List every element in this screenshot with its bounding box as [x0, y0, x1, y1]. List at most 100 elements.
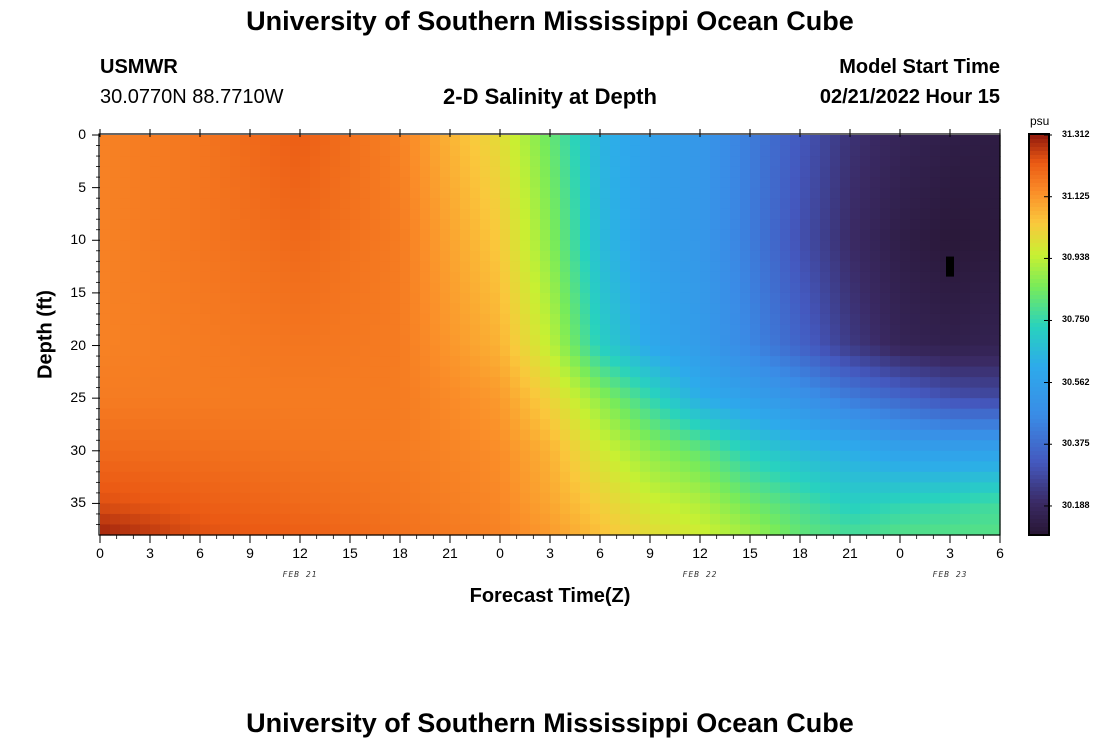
colorbar-swatch: [1030, 271, 1048, 276]
heatmap-cell: [450, 503, 461, 515]
heatmap-cell: [970, 313, 981, 326]
heatmap-cell: [310, 208, 321, 220]
heatmap-cell: [750, 240, 761, 252]
heatmap-cell: [690, 387, 701, 399]
heatmap-cell: [900, 503, 911, 515]
heatmap-cell: [660, 429, 671, 441]
heatmap-cell: [730, 429, 741, 441]
heatmap-cell: [860, 419, 871, 431]
heatmap-cell: [990, 429, 1001, 441]
heatmap-cell: [640, 471, 651, 483]
heatmap-cell: [790, 229, 801, 241]
heatmap-cell: [400, 187, 411, 199]
heatmap-cell: [820, 324, 831, 336]
heatmap-cell: [790, 377, 801, 389]
heatmap-cell: [850, 229, 861, 241]
heatmap-cell: [240, 156, 251, 168]
heatmap-cell: [450, 461, 461, 473]
heatmap-cell: [170, 377, 181, 389]
heatmap-cell: [340, 513, 351, 526]
heatmap-cell: [440, 345, 451, 357]
heatmap-cell: [480, 229, 491, 241]
heatmap-cell: [510, 461, 521, 473]
heatmap-cell: [290, 187, 301, 199]
heatmap-cell: [330, 524, 341, 536]
heatmap-cell: [280, 398, 291, 410]
heatmap-cell: [400, 377, 411, 389]
heatmap-cell: [650, 408, 661, 420]
heatmap-cell: [360, 250, 371, 262]
heatmap-cell: [350, 271, 361, 283]
heatmap-cell: [470, 503, 481, 515]
heatmap-cell: [840, 356, 851, 368]
heatmap-cell: [900, 303, 911, 315]
heatmap-cell: [250, 398, 261, 410]
heatmap-cell: [860, 292, 871, 305]
heatmap-cell: [600, 166, 611, 178]
colorbar-swatch: [1030, 391, 1048, 396]
heatmap-cell: [250, 313, 261, 326]
heatmap-cell: [930, 408, 941, 420]
heatmap-cell: [760, 440, 771, 452]
heatmap-cell: [810, 503, 821, 515]
heatmap-cell: [360, 282, 371, 294]
heatmap-cell: [420, 198, 431, 210]
heatmap-cell: [990, 261, 1001, 273]
heatmap-cell: [440, 524, 451, 536]
heatmap-cell: [750, 198, 761, 210]
heatmap-cell: [700, 271, 711, 283]
heatmap-cell: [300, 419, 311, 431]
heatmap-cell: [830, 398, 841, 410]
heatmap-cell: [590, 429, 601, 441]
heatmap-cell: [520, 440, 531, 452]
heatmap-cell: [470, 250, 481, 262]
heatmap-cell: [360, 208, 371, 220]
heatmap-cell: [380, 282, 391, 294]
heatmap-cell: [620, 166, 631, 178]
heatmap-cell: [570, 177, 581, 189]
heatmap-cell: [890, 482, 901, 494]
heatmap-cell: [640, 492, 651, 505]
heatmap-cell: [890, 177, 901, 189]
heatmap-cell: [770, 377, 781, 389]
heatmap-cell: [120, 503, 131, 515]
heatmap-cell: [890, 271, 901, 283]
heatmap-cell: [440, 503, 451, 515]
heatmap-cell: [860, 166, 871, 178]
heatmap-cell: [170, 145, 181, 157]
heatmap-cell: [420, 461, 431, 473]
heatmap-cell: [520, 145, 531, 157]
heatmap-cell: [630, 271, 641, 283]
heatmap-cell: [760, 177, 771, 189]
heatmap-cell: [840, 377, 851, 389]
heatmap-cell: [420, 208, 431, 220]
heatmap-cell: [790, 282, 801, 294]
heatmap-cell: [260, 398, 271, 410]
heatmap-cell: [820, 429, 831, 441]
heatmap-cell: [500, 240, 511, 252]
heatmap-cell: [860, 219, 871, 231]
colorbar-tick-label: 30.188: [1062, 499, 1090, 510]
heatmap-cell: [310, 156, 321, 168]
heatmap-cell: [860, 450, 871, 462]
heatmap-cell: [490, 524, 501, 536]
heatmap-cell: [290, 366, 301, 378]
heatmap-cell: [520, 271, 531, 283]
heatmap-cell: [660, 219, 671, 231]
heatmap-cell: [140, 419, 151, 431]
heatmap-cell: [960, 271, 971, 283]
heatmap-cell: [510, 156, 521, 168]
heatmap-cell: [460, 292, 471, 305]
heatmap-cell: [890, 408, 901, 420]
heatmap-cell: [830, 524, 841, 536]
heatmap-cell: [640, 419, 651, 431]
heatmap-cell: [950, 513, 961, 526]
heatmap-cell: [450, 335, 461, 347]
heatmap-cell: [360, 366, 371, 378]
heatmap-cell: [880, 282, 891, 294]
heatmap-cell: [750, 513, 761, 526]
heatmap-cell: [550, 219, 561, 231]
colorbar-swatch: [1030, 483, 1048, 488]
heatmap-cell: [740, 261, 751, 273]
heatmap-cell: [500, 408, 511, 420]
